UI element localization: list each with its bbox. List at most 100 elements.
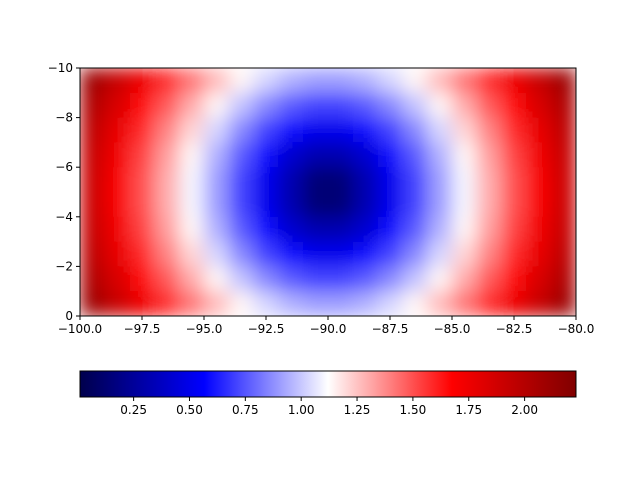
heat-cell: [328, 192, 354, 218]
heat-cell: [253, 68, 279, 94]
y-tick-label: −2: [55, 259, 73, 273]
heat-cell: [228, 92, 255, 119]
heat-cell: [352, 117, 379, 143]
heat-cell: [352, 142, 379, 168]
y-tick-label: −6: [55, 160, 73, 174]
heat-cell: [427, 92, 453, 119]
heat-cell: [526, 68, 552, 94]
heat-cell: [328, 142, 354, 168]
heat-cell: [402, 241, 428, 267]
heat-cell: [452, 117, 478, 143]
heat-cell: [476, 266, 503, 292]
heat-cell: [253, 117, 279, 143]
heat-cell: [352, 192, 379, 218]
heat-cell: [129, 92, 155, 119]
x-tick-label: −85.0: [434, 322, 471, 336]
heat-cell: [377, 266, 403, 292]
heat-cell: [80, 167, 106, 193]
heat-cell: [551, 117, 576, 143]
x-tick-label: −87.5: [372, 322, 409, 336]
heat-cell: [476, 192, 503, 218]
heat-cell: [278, 117, 304, 143]
heat-cell: [154, 142, 180, 168]
heat-cell: [179, 291, 205, 316]
heat-cell: [154, 241, 180, 267]
heat-cell: [526, 167, 552, 193]
heat-cell: [501, 68, 527, 94]
heat-cell: [452, 266, 478, 292]
heat-cell: [377, 142, 403, 168]
heat-cell: [551, 291, 576, 316]
heat-cell: [501, 216, 527, 243]
heat-cell: [402, 266, 428, 292]
heat-cell: [328, 68, 354, 94]
y-tick-label: −4: [55, 210, 73, 224]
heat-cell: [253, 142, 279, 168]
heat-cell: [104, 192, 131, 218]
heat-cell: [253, 167, 279, 193]
heat-cell: [551, 68, 576, 94]
heat-cell: [402, 117, 428, 143]
heat-cell: [476, 291, 503, 316]
heat-cell: [253, 241, 279, 267]
heat-cell: [377, 167, 403, 193]
heat-cell: [179, 117, 205, 143]
colorbar: [79, 370, 577, 398]
x-tick-label: −100.0: [58, 322, 102, 336]
heat-cell: [129, 142, 155, 168]
x-tick-label: −97.5: [124, 322, 161, 336]
heat-cell: [402, 291, 428, 316]
heat-cell: [402, 167, 428, 193]
heat-cell: [427, 117, 453, 143]
heat-cell: [402, 142, 428, 168]
heat-cell: [104, 142, 131, 168]
heat-cell: [154, 266, 180, 292]
heat-cell: [278, 266, 304, 292]
heat-cell: [278, 291, 304, 316]
heat-cell: [551, 142, 576, 168]
heat-cell: [80, 241, 106, 267]
heat-cell: [427, 291, 453, 316]
heat-cell: [154, 167, 180, 193]
heat-cell: [452, 92, 478, 119]
heat-cell: [452, 216, 478, 243]
heat-cell: [80, 192, 106, 218]
heat-cell: [303, 117, 329, 143]
heat-cell: [80, 216, 106, 243]
heat-cell: [526, 142, 552, 168]
x-tick-label: −80.0: [558, 322, 595, 336]
heat-cell: [551, 167, 576, 193]
heat-cell: [551, 92, 576, 119]
heat-cell: [402, 68, 428, 94]
heat-cell: [129, 167, 155, 193]
heat-cell: [104, 92, 131, 119]
heat-cell: [228, 142, 255, 168]
heat-cell: [154, 291, 180, 316]
heat-cell: [278, 167, 304, 193]
heat-cell: [129, 68, 155, 94]
y-tick-label: −8: [55, 111, 73, 125]
heat-cell: [427, 216, 453, 243]
heat-cell: [501, 117, 527, 143]
heat-cell: [501, 291, 527, 316]
heat-cell: [452, 142, 478, 168]
heat-cell: [179, 192, 205, 218]
heat-cell: [501, 241, 527, 267]
heat-cell: [551, 216, 576, 243]
heat-cell: [253, 291, 279, 316]
heat-cell: [452, 167, 478, 193]
heat-cell: [402, 92, 428, 119]
heat-cell: [328, 167, 354, 193]
heat-cell: [526, 216, 552, 243]
heat-cell: [427, 142, 453, 168]
heat-cell: [476, 167, 503, 193]
heat-cell: [476, 216, 503, 243]
heat-cell: [352, 68, 379, 94]
heat-cell: [204, 192, 230, 218]
heat-cell: [452, 192, 478, 218]
heat-cell: [228, 241, 255, 267]
heat-cell: [551, 241, 576, 267]
heat-cell: [501, 266, 527, 292]
heat-cell: [278, 68, 304, 94]
